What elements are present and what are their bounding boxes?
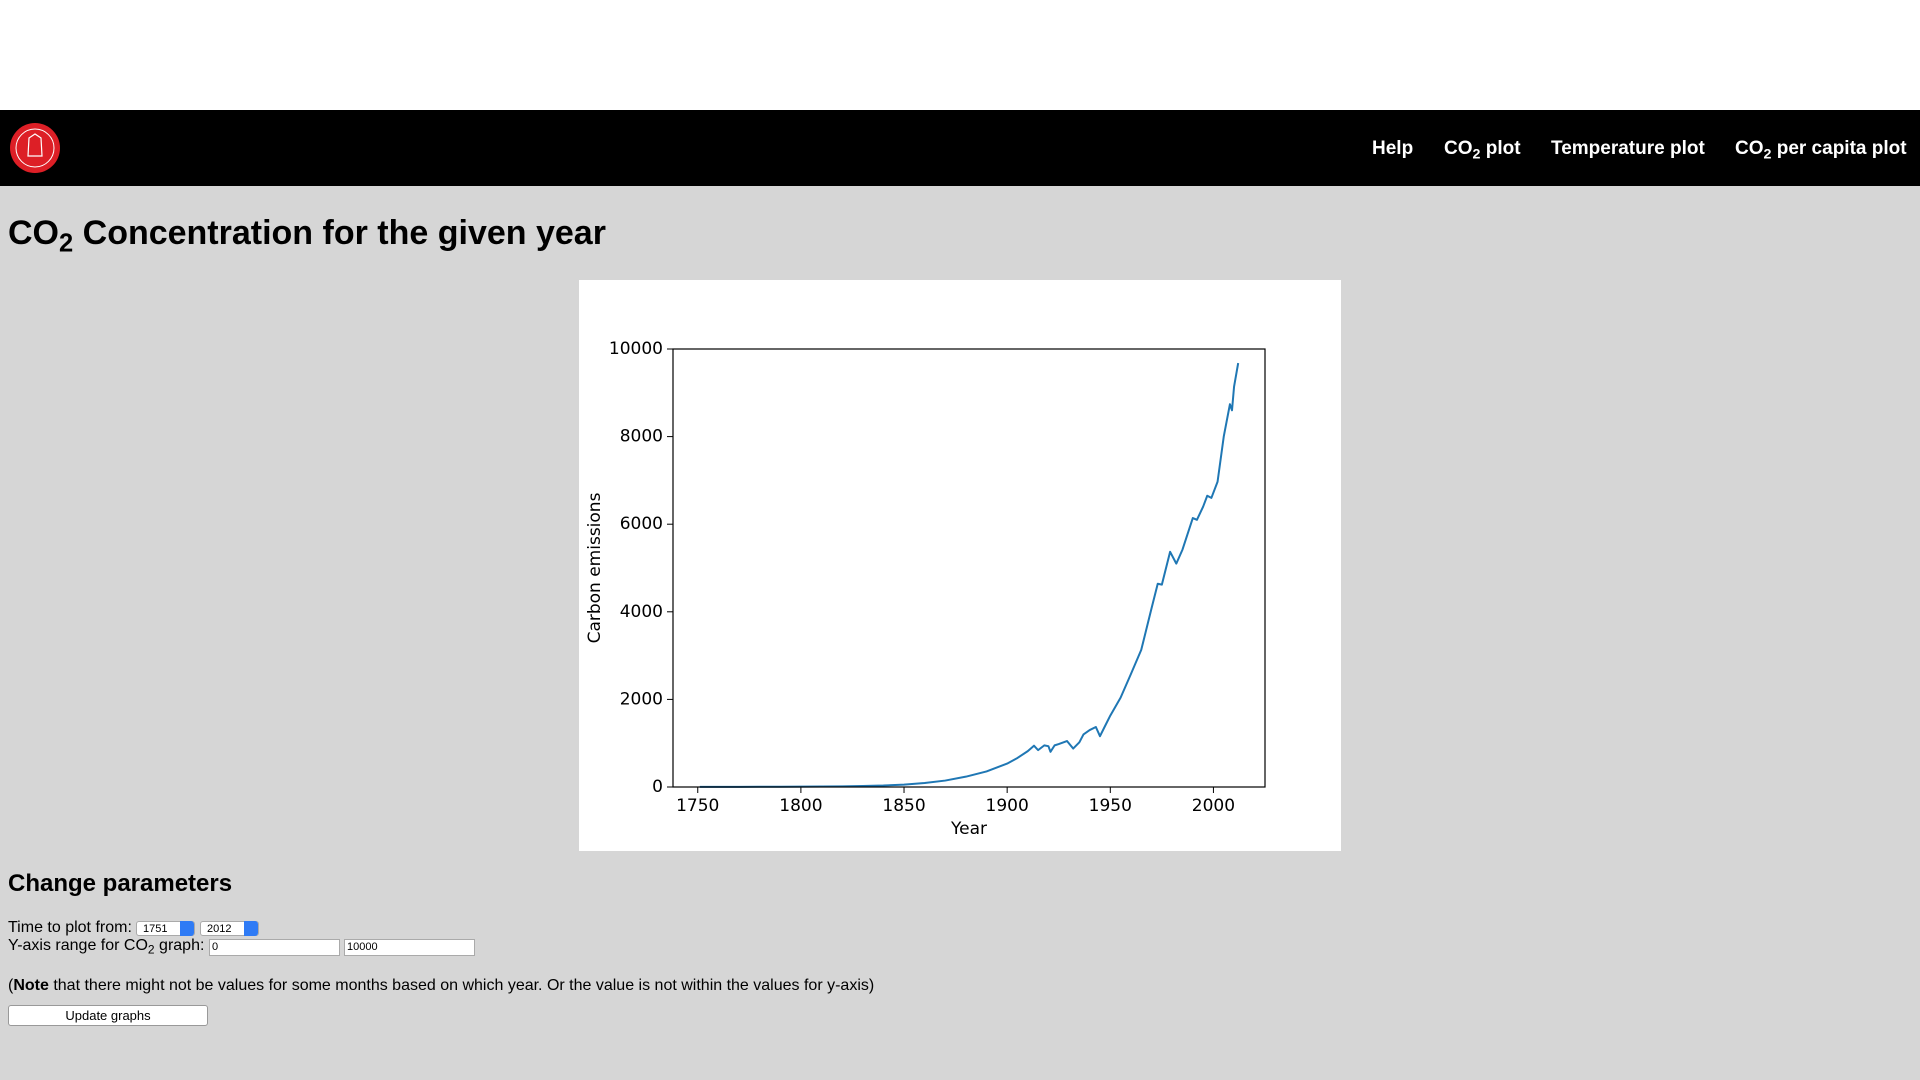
nav-temp[interactable]: Temperature plot — [1551, 138, 1705, 160]
x-tick-label: 1950 — [1089, 796, 1132, 816]
ymax-input[interactable]: 10000 — [344, 939, 475, 956]
logo[interactable] — [9, 122, 61, 174]
note: (Note that there might not be values for… — [8, 977, 874, 995]
label-text: graph: — [154, 937, 205, 954]
nav-text[interactable]: plot — [1480, 138, 1521, 159]
y-tick-label: 6000 — [620, 514, 663, 534]
note-text: that there might not be values for some … — [48, 977, 875, 994]
label-text: Y-axis range for CO — [8, 937, 148, 954]
select-value[interactable]: 1751 — [143, 923, 168, 935]
x-tick-label: 1750 — [676, 796, 719, 816]
nav-text[interactable]: CO — [1735, 138, 1764, 159]
nav-text[interactable]: Temperature plot — [1551, 138, 1705, 159]
x-tick-label: 1900 — [986, 796, 1029, 816]
y-tick-label: 0 — [652, 777, 663, 797]
top-blank — [0, 0, 1920, 110]
y-axis-label: Carbon emissions — [585, 492, 605, 643]
navbar: Help CO2 plot Temperature plot CO2 per c… — [0, 110, 1920, 186]
select-arrow[interactable] — [244, 921, 258, 936]
to-select[interactable]: 2012 — [200, 921, 259, 936]
note-text: ( — [8, 977, 14, 994]
note-bold: Note — [13, 977, 49, 994]
form-title: Change parameters — [8, 870, 233, 897]
chart: 0 2000 4000 6000 8000 10000 1750 1800 1850 1900 19… — [579, 280, 1341, 851]
yrange-label: Y-axis range for CO2 graph: — [8, 937, 204, 957]
data-line — [699, 362, 1240, 788]
nav-text[interactable]: per capita plot — [1771, 138, 1907, 159]
heading-text: Concentration for the given year — [73, 214, 606, 252]
y-tick-label: 8000 — [620, 427, 663, 447]
nav-sub[interactable]: 2 — [1472, 146, 1481, 163]
time-label: Time to plot from: — [8, 919, 132, 936]
label-sub: 2 — [147, 942, 155, 957]
select-arrow[interactable] — [180, 921, 194, 936]
nav-text[interactable]: CO — [1444, 138, 1473, 159]
nav-percapita[interactable]: CO2 per capita plot — [1735, 138, 1907, 162]
y-tick-label: 2000 — [620, 689, 663, 709]
nav-co2[interactable]: CO2 plot — [1444, 138, 1521, 162]
heading-text: CO — [8, 214, 59, 252]
nav-help[interactable]: Help — [1372, 138, 1413, 160]
x-tick-label: 1800 — [779, 796, 822, 816]
nav-text[interactable]: Help — [1372, 138, 1414, 159]
y-tick-label: 4000 — [620, 602, 663, 622]
nav-sub[interactable]: 2 — [1763, 146, 1772, 163]
x-tick-label: 1850 — [882, 796, 925, 816]
plot-frame — [672, 348, 1266, 788]
x-tick-label: 2000 — [1192, 796, 1235, 816]
from-select[interactable]: 1751 — [136, 921, 195, 936]
heading-sub: 2 — [59, 229, 74, 258]
x-axis-label: Year — [950, 819, 987, 839]
ymin-input[interactable]: 0 — [209, 939, 340, 956]
heading: CO2 Concentration for the given year — [8, 214, 606, 259]
y-tick-label: 10000 — [609, 339, 663, 359]
update-button[interactable]: Update graphs — [8, 1005, 208, 1026]
select-value[interactable]: 2012 — [207, 923, 232, 935]
